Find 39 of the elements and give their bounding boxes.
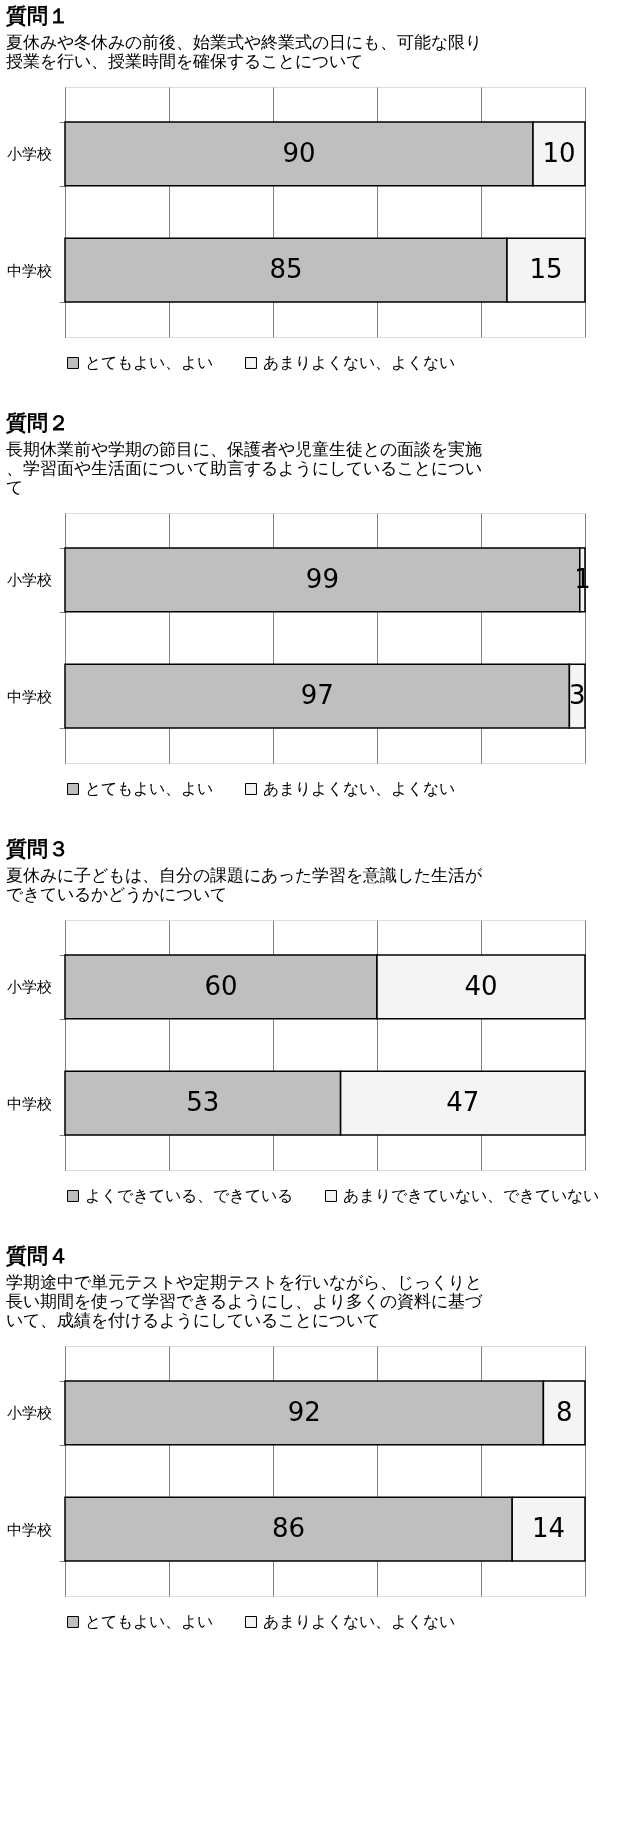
- data-label: 10: [542, 137, 576, 168]
- data-label: 92: [287, 1396, 321, 1427]
- chart-subtitle: 夏休みに子どもは、自分の課題にあった学習を意識した生活ができているかどうかについて: [6, 865, 483, 904]
- chart-title: 質問３: [5, 837, 69, 861]
- legend-label: あまりよくない、よくない: [263, 353, 455, 372]
- legend-label: とてもよい、よい: [85, 353, 213, 372]
- data-label: 14: [532, 1513, 566, 1544]
- legend-label: よくできている、できている: [85, 1186, 293, 1205]
- data-label: 8: [555, 1396, 573, 1427]
- data-label: 86: [272, 1513, 306, 1544]
- y-tick-label: 中学校: [6, 1520, 52, 1539]
- legend-label: あまりできていない、できていない: [343, 1186, 599, 1205]
- legend-label: とてもよい、よい: [85, 1612, 213, 1631]
- legend-label: とてもよい、よい: [85, 779, 213, 798]
- data-label: 53: [186, 1087, 220, 1118]
- data-label: 85: [269, 254, 303, 285]
- y-tick-label: 小学校: [6, 1404, 52, 1423]
- chart-subtitle: 夏休みや冬休みの前後、始業式や終業式の日にも、可能な限り授業を行い、授業時間を確保することについて: [6, 32, 482, 71]
- chart-subtitle: 学期途中で単元テストや定期テストを行いながら、じっくりと長い期間を使って学習できるようにし、より多くの資料に基づいて、成績を付けるようにしていることについて: [6, 1272, 483, 1330]
- data-label: 15: [529, 254, 563, 285]
- chart-title: 質問４: [5, 1244, 69, 1268]
- y-tick-label: 中学校: [6, 261, 52, 280]
- data-label: 97: [300, 680, 334, 711]
- data-label: 47: [446, 1087, 480, 1118]
- data-label: 3: [568, 680, 586, 711]
- legend-label: あまりよくない、よくない: [263, 1612, 455, 1631]
- y-tick-label: 小学校: [6, 571, 52, 590]
- y-tick-label: 中学校: [6, 1094, 52, 1113]
- chart-title: 質問２: [5, 411, 69, 435]
- y-tick-label: 中学校: [6, 687, 52, 706]
- data-label: 40: [464, 970, 498, 1001]
- y-tick-label: 小学校: [6, 978, 52, 997]
- y-tick-label: 小学校: [6, 145, 52, 164]
- chart-title: 質問１: [5, 4, 69, 28]
- data-label: 60: [204, 970, 238, 1001]
- data-label: 90: [282, 137, 316, 168]
- legend-label: あまりよくない、よくない: [263, 779, 455, 798]
- chart-subtitle: 長期休業前や学期の節目に、保護者や児童生徒との面談を実施、学習面や生活面について助言するようにしていることについて: [6, 439, 482, 497]
- data-label: 99: [305, 563, 339, 594]
